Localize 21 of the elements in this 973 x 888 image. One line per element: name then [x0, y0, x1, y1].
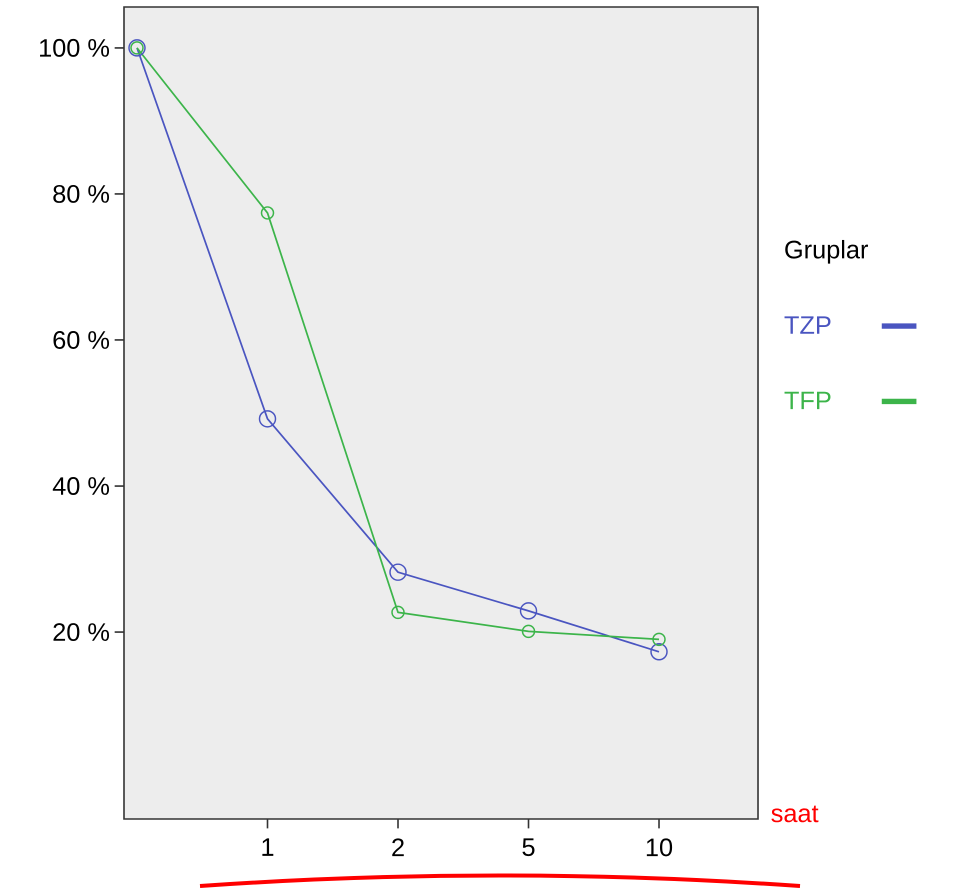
legend-title: Gruplar [785, 240, 868, 264]
legend-label: TFP [784, 392, 830, 410]
x-tick-label: 2 [392, 838, 404, 856]
point [258, 410, 276, 428]
y-tick-label: 60 % [53, 331, 110, 349]
x-tick-label: 5 [522, 838, 534, 856]
point [652, 632, 666, 646]
point [260, 206, 274, 220]
point [520, 602, 538, 620]
y-tick-label: 80 % [53, 184, 110, 203]
x-tick-label: 10 [646, 838, 672, 856]
point [391, 606, 405, 620]
x-axis-title: saat [771, 806, 818, 822]
point [650, 643, 668, 661]
x-tick-label: 1 [262, 838, 274, 856]
point [389, 563, 407, 581]
y-tick-label: 40 % [52, 477, 110, 495]
legend-label: TZP [784, 316, 830, 334]
y-tick-label: 20 % [53, 623, 110, 642]
y-tick-label: 100 % [40, 38, 110, 57]
point [522, 624, 536, 638]
